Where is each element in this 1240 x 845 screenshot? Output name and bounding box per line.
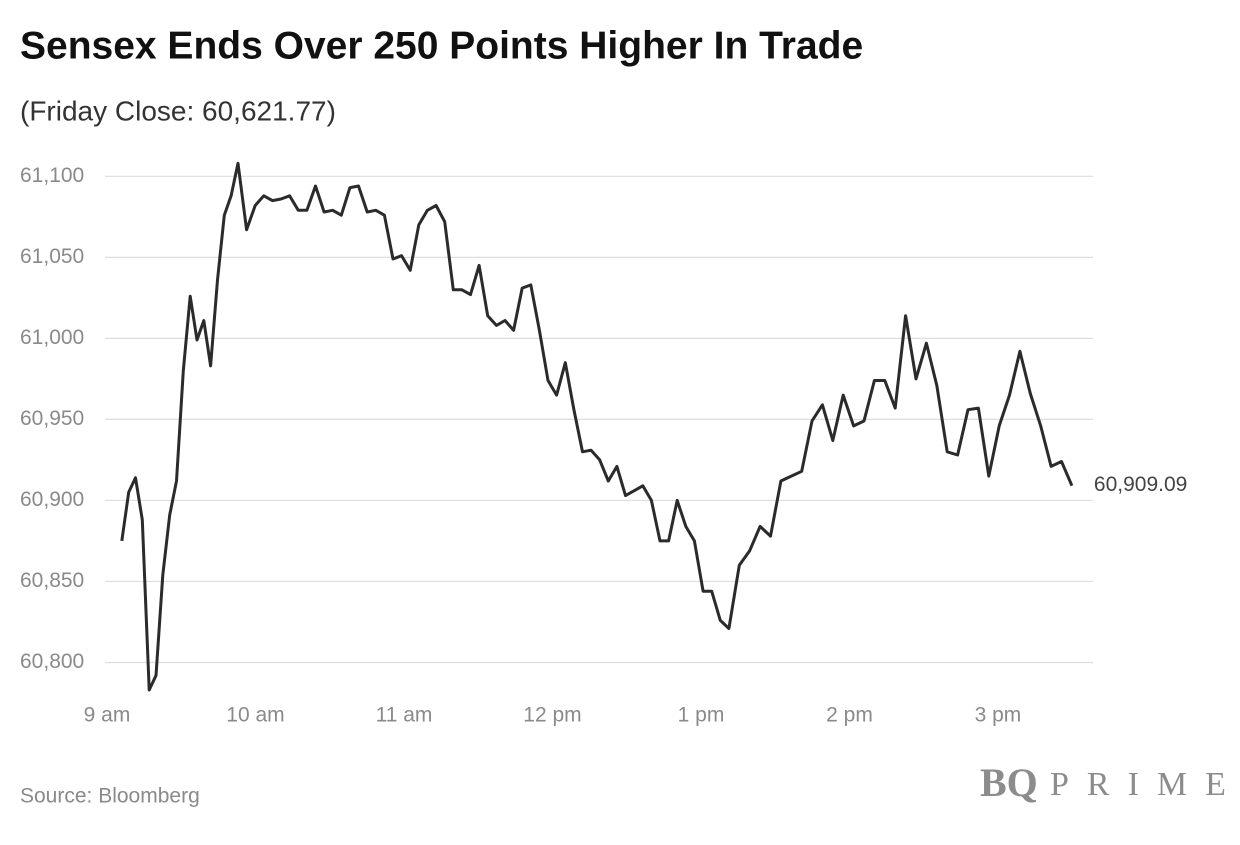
x-tick-label: 1 pm xyxy=(678,704,725,727)
chart-subtitle: (Friday Close: 60,621.77) xyxy=(20,95,336,126)
chart-title: Sensex Ends Over 250 Points Higher In Tr… xyxy=(20,24,863,67)
y-tick-label: 60,900 xyxy=(20,488,84,511)
y-tick-label: 61,000 xyxy=(20,326,84,349)
x-tick-label: 2 pm xyxy=(826,704,873,727)
x-tick-label: 12 pm xyxy=(523,704,581,727)
logo-word: PRIME xyxy=(1050,766,1240,803)
y-tick-label: 61,050 xyxy=(20,245,84,268)
y-tick-label: 61,100 xyxy=(20,164,84,187)
y-tick-label: 60,800 xyxy=(20,650,84,673)
line xyxy=(120,161,1074,692)
source: Source: Bloomberg xyxy=(20,785,200,808)
end-label: 60,909.09 xyxy=(1094,473,1187,496)
y-tick-label: 60,850 xyxy=(20,569,84,592)
y-tick-label: 60,950 xyxy=(20,407,84,430)
x-tick-label: 11 am xyxy=(376,704,433,727)
logo-mark: BQ xyxy=(980,760,1038,805)
x-tick-label: 9 am xyxy=(84,704,131,727)
x-tick-label: 3 pm xyxy=(975,704,1022,727)
x-tick-label: 10 am xyxy=(226,704,284,727)
